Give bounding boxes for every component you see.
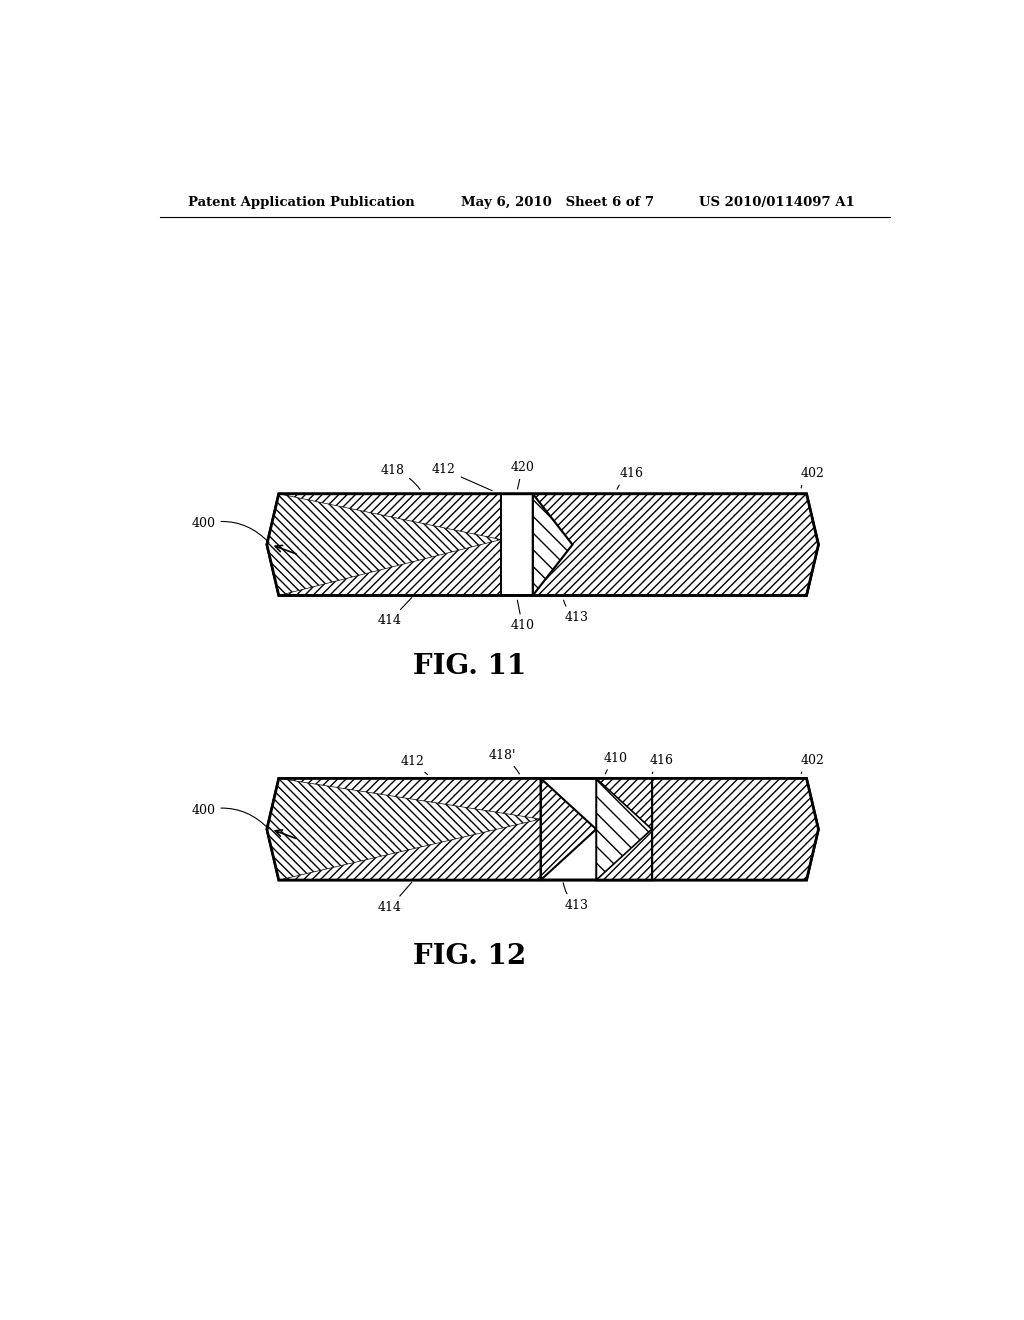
Text: 412: 412 <box>400 755 427 775</box>
Polygon shape <box>267 494 501 595</box>
Text: 420: 420 <box>511 461 535 490</box>
Text: 418': 418' <box>488 748 519 774</box>
Polygon shape <box>596 779 652 880</box>
Polygon shape <box>267 779 541 880</box>
Text: 418: 418 <box>380 463 420 490</box>
Text: 410: 410 <box>510 601 535 632</box>
Text: 402: 402 <box>800 467 824 488</box>
Polygon shape <box>541 779 596 880</box>
Text: 410: 410 <box>604 751 628 774</box>
Polygon shape <box>267 494 818 595</box>
Text: FIG. 12: FIG. 12 <box>413 942 526 970</box>
Polygon shape <box>532 494 572 595</box>
Text: 400: 400 <box>191 517 269 543</box>
Text: 412: 412 <box>432 463 493 491</box>
Text: 414: 414 <box>378 882 412 913</box>
Text: US 2010/0114097 A1: US 2010/0114097 A1 <box>699 195 855 209</box>
Text: Patent Application Publication: Patent Application Publication <box>187 195 415 209</box>
Polygon shape <box>532 494 572 595</box>
Text: 416: 416 <box>649 754 674 774</box>
Text: May 6, 2010   Sheet 6 of 7: May 6, 2010 Sheet 6 of 7 <box>461 195 654 209</box>
Polygon shape <box>501 494 532 595</box>
Polygon shape <box>644 494 818 595</box>
Text: 400: 400 <box>191 804 269 829</box>
Text: 413: 413 <box>563 601 589 624</box>
Text: FIG. 11: FIG. 11 <box>413 653 526 680</box>
Polygon shape <box>267 494 501 595</box>
Polygon shape <box>652 779 818 880</box>
Polygon shape <box>596 779 652 880</box>
Text: 402: 402 <box>800 754 824 774</box>
Polygon shape <box>267 779 541 880</box>
Text: 416: 416 <box>617 467 644 490</box>
Polygon shape <box>267 779 818 880</box>
Text: 414: 414 <box>378 598 412 627</box>
Text: 413: 413 <box>563 883 589 912</box>
Polygon shape <box>532 494 818 595</box>
